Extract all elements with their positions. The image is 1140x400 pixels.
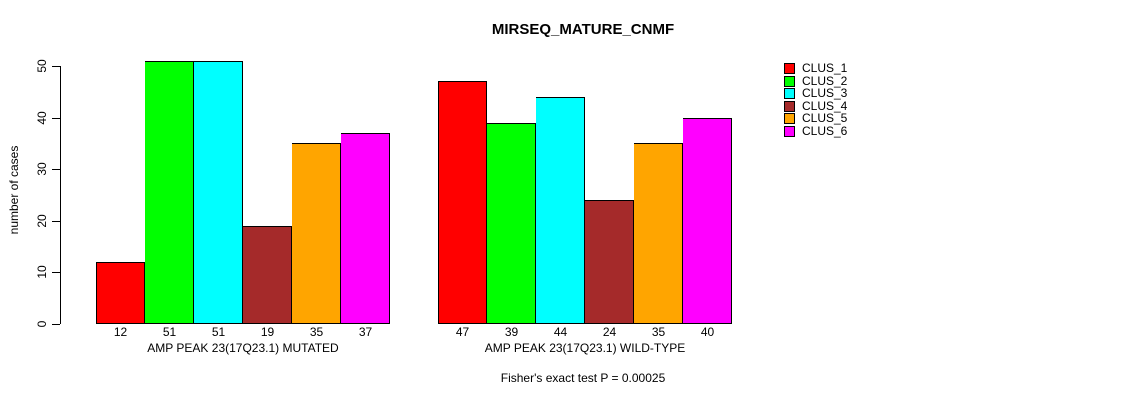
bar-value-label: 51 [211,325,226,339]
bar-value-label: 44 [553,325,568,339]
legend-item: CLUS_5 [784,112,847,124]
chart-title: MIRSEQ_MATURE_CNMF [491,21,675,38]
legend-color-swatch [784,62,795,74]
bar [487,123,536,324]
x-group-label: AMP PEAK 23(17Q23.1) MUTATED [147,341,339,355]
legend-color-swatch [784,112,795,124]
bar-value-label: 40 [700,325,715,339]
legend-color-swatch [784,125,795,137]
legend-item: CLUS_4 [784,100,847,112]
bar-value-label: 19 [260,325,275,339]
legend-label: CLUS_2 [802,74,848,88]
bar-value-label: 35 [651,325,666,339]
y-tick-label: 10 [35,265,49,279]
legend-color-swatch [784,87,795,99]
legend-item: CLUS_3 [784,87,847,99]
bar-value-label: 24 [602,325,617,339]
legend-label: CLUS_6 [802,124,848,138]
bar [634,143,683,324]
legend-item: CLUS_6 [784,125,847,137]
y-axis-line [60,66,61,324]
legend-label: CLUS_1 [802,61,848,75]
legend-label: CLUS_5 [802,111,848,125]
bar [341,133,390,324]
bar [438,81,487,324]
y-tick-label: 40 [35,111,49,125]
bar [96,262,145,324]
bar-value-label: 39 [504,325,519,339]
caption: Fisher's exact test P = 0.00025 [500,371,666,385]
y-tick [52,118,60,119]
y-tick [52,221,60,222]
legend-color-swatch [784,75,795,87]
y-axis-label: number of cases [7,145,21,235]
y-tick-label: 30 [35,162,49,176]
bar [292,143,341,324]
y-tick [52,66,60,67]
y-tick [52,272,60,273]
bar-value-label: 12 [113,325,128,339]
y-tick [52,169,60,170]
legend-label: CLUS_4 [802,99,848,113]
bar-value-label: 35 [309,325,324,339]
y-tick-label: 0 [35,320,49,328]
legend: CLUS_1 CLUS_2 CLUS_3 CLUS_4 CLUS_5 CLUS_6 [784,62,914,144]
y-tick-label: 50 [35,59,49,73]
bar [683,118,732,324]
y-tick [52,324,60,325]
x-group-label: AMP PEAK 23(17Q23.1) WILD-TYPE [484,341,686,355]
bar-value-label: 47 [455,325,470,339]
bar [243,226,292,324]
y-tick-label: 20 [35,214,49,228]
bar [194,61,243,324]
legend-color-swatch [784,100,795,112]
bar-value-label: 51 [162,325,177,339]
bar [536,97,585,324]
legend-label: CLUS_3 [802,86,848,100]
bar [145,61,194,324]
bar [585,200,634,324]
legend-item: CLUS_2 [784,75,847,87]
legend-item: CLUS_1 [784,62,847,74]
bar-value-label: 37 [358,325,373,339]
